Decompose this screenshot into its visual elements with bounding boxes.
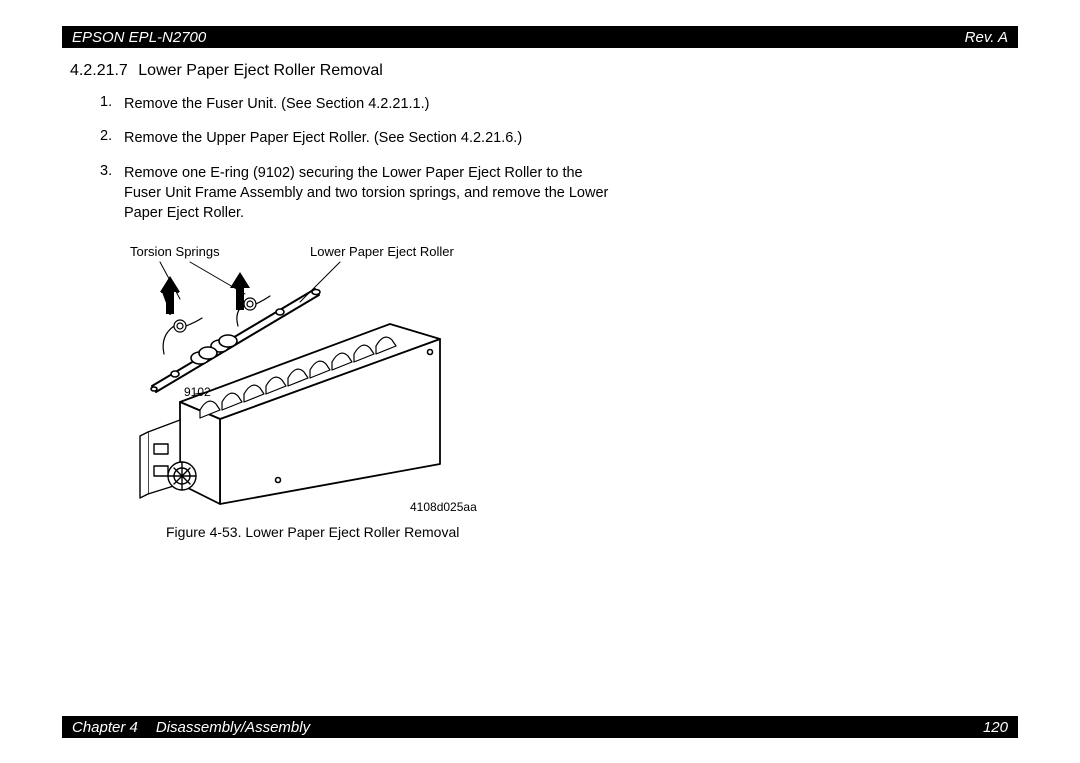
footer-page: 120 bbox=[983, 719, 1008, 736]
step-text: Remove the Upper Paper Eject Roller. (Se… bbox=[124, 128, 522, 148]
figure-id: 4108d025aa bbox=[410, 500, 477, 514]
section-number: 4.2.21.7 bbox=[70, 62, 128, 79]
step-item: 3. Remove one E-ring (9102) securing the… bbox=[100, 163, 1010, 224]
step-marker: 3. bbox=[100, 163, 124, 224]
revision: Rev. A bbox=[965, 29, 1008, 46]
step-item: 2. Remove the Upper Paper Eject Roller. … bbox=[100, 128, 1010, 148]
step-marker: 2. bbox=[100, 128, 124, 148]
footer-title: Disassembly/Assembly bbox=[156, 719, 310, 736]
step-marker: 1. bbox=[100, 94, 124, 114]
step-text: Remove the Fuser Unit. (See Section 4.2.… bbox=[124, 94, 429, 114]
header-bar: EPSON EPL-N2700 Rev. A bbox=[62, 26, 1018, 48]
step-list: 1. Remove the Fuser Unit. (See Section 4… bbox=[100, 94, 1010, 223]
footer-chapter: Chapter 4 bbox=[72, 719, 138, 736]
step-item: 1. Remove the Fuser Unit. (See Section 4… bbox=[100, 94, 1010, 114]
section-title-text: Lower Paper Eject Roller Removal bbox=[138, 62, 383, 79]
figure-drawing: 9102 bbox=[130, 244, 550, 524]
figure-label-roller: Lower Paper Eject Roller bbox=[310, 244, 454, 259]
section-heading: 4.2.21.7 Lower Paper Eject Roller Remova… bbox=[70, 62, 1010, 80]
footer-bar: Chapter 4 Disassembly/Assembly 120 bbox=[62, 716, 1018, 738]
figure-caption: Figure 4-53. Lower Paper Eject Roller Re… bbox=[166, 524, 459, 540]
figure: Torsion Springs Lower Paper Eject Roller bbox=[130, 244, 550, 544]
product-name: EPSON EPL-N2700 bbox=[72, 29, 206, 46]
content-area: 4.2.21.7 Lower Paper Eject Roller Remova… bbox=[70, 62, 1010, 237]
page: EPSON EPL-N2700 Rev. A 4.2.21.7 Lower Pa… bbox=[0, 0, 1080, 763]
step-text: Remove one E-ring (9102) securing the Lo… bbox=[124, 163, 614, 224]
figure-part-number: 9102 bbox=[184, 385, 211, 399]
figure-label-springs: Torsion Springs bbox=[130, 244, 220, 259]
